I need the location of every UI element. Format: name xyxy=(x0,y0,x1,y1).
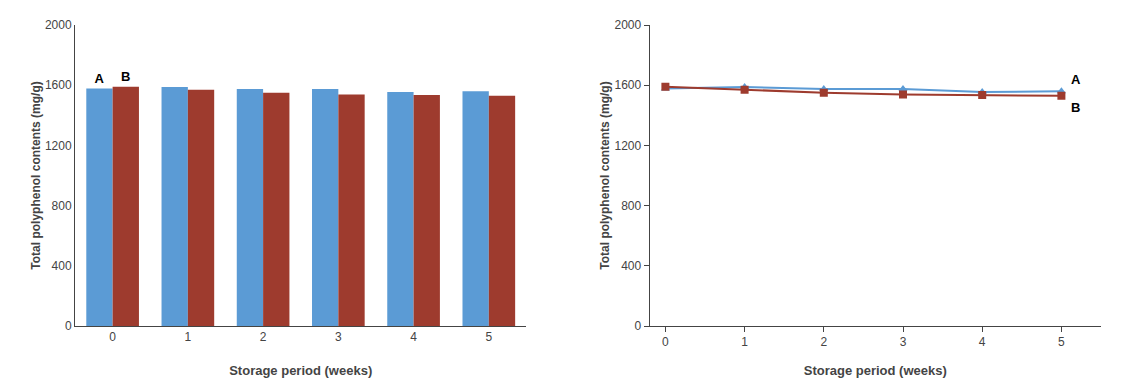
svg-text:2000: 2000 xyxy=(45,18,72,32)
svg-text:2: 2 xyxy=(820,335,827,349)
svg-text:0: 0 xyxy=(109,330,116,344)
svg-text:3: 3 xyxy=(900,335,907,349)
svg-text:3: 3 xyxy=(335,330,342,344)
svg-text:1: 1 xyxy=(741,335,748,349)
svg-text:800: 800 xyxy=(621,199,641,213)
svg-text:Storage period (weeks): Storage period (weeks) xyxy=(229,363,372,378)
svg-text:Total polyphenol contents (mg/: Total polyphenol contents (mg/g) xyxy=(598,81,612,269)
svg-text:0: 0 xyxy=(634,319,641,333)
svg-text:A: A xyxy=(1071,72,1081,87)
svg-text:B: B xyxy=(1071,100,1080,115)
svg-text:400: 400 xyxy=(52,259,72,273)
svg-text:4: 4 xyxy=(979,335,986,349)
svg-text:4: 4 xyxy=(410,330,417,344)
svg-text:2: 2 xyxy=(260,330,267,344)
svg-text:Total polyphenol contents (mg/: Total polyphenol contents (mg/g) xyxy=(29,81,43,269)
svg-text:1600: 1600 xyxy=(45,78,72,92)
svg-text:1200: 1200 xyxy=(614,139,641,153)
svg-text:1200: 1200 xyxy=(45,139,72,153)
svg-text:B: B xyxy=(121,69,130,84)
svg-text:800: 800 xyxy=(52,199,72,213)
svg-text:2000: 2000 xyxy=(614,18,641,32)
svg-text:400: 400 xyxy=(621,259,641,273)
svg-text:0: 0 xyxy=(662,335,669,349)
svg-text:Storage period (weeks): Storage period (weeks) xyxy=(804,363,947,378)
svg-text:1600: 1600 xyxy=(614,78,641,92)
svg-text:0: 0 xyxy=(65,319,72,333)
svg-text:5: 5 xyxy=(485,330,492,344)
svg-text:1: 1 xyxy=(185,330,192,344)
svg-text:A: A xyxy=(94,71,104,86)
svg-text:5: 5 xyxy=(1058,335,1065,349)
